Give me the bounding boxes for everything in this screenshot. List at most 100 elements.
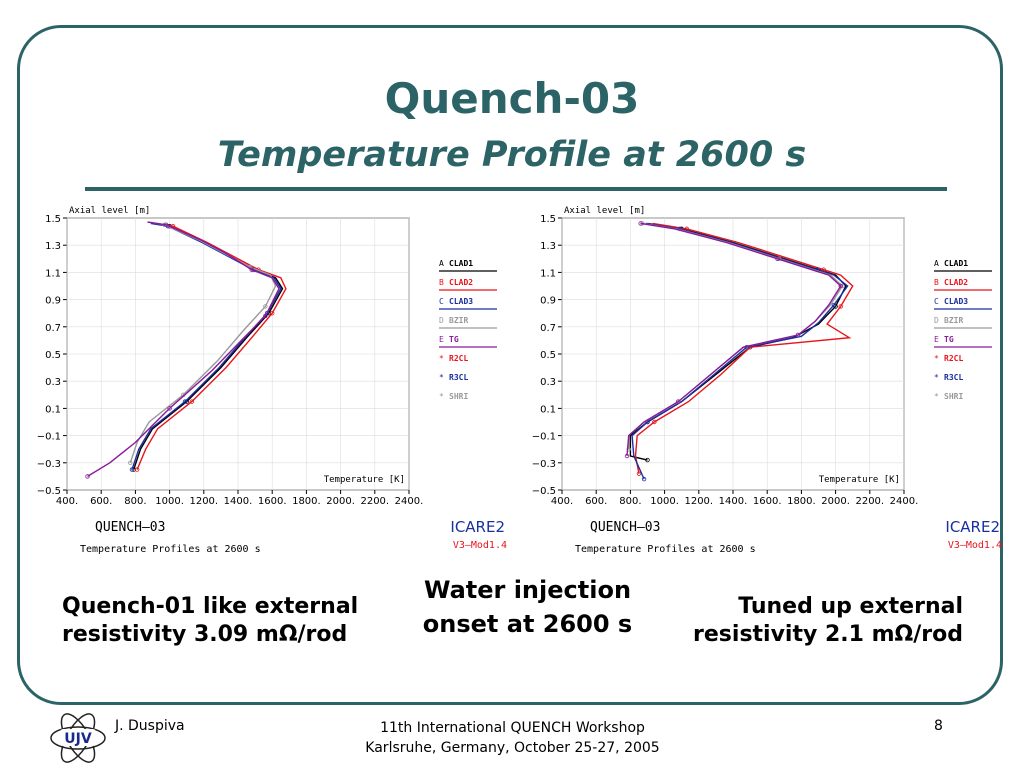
legend-marker: C	[439, 297, 444, 306]
y-tick-label: 0.1	[45, 404, 61, 415]
data-point-tg	[775, 256, 780, 261]
y-tick-label: 0.5	[45, 350, 61, 361]
legend-marker: A	[439, 259, 444, 268]
legend-label-clad2: CLAD2	[944, 278, 968, 287]
x-tick-label: 1400.	[719, 496, 748, 507]
legend-marker: D	[439, 316, 444, 325]
left-caption-line2: resistivity 3.09 mΩ/rod	[62, 622, 348, 647]
y-tick-label: 1.1	[45, 268, 61, 279]
legend-marker: E	[439, 335, 444, 344]
version-label: V3—Mod1.4	[948, 540, 1002, 551]
legend-marker: *	[934, 373, 939, 382]
x-tick-label: 600.	[90, 496, 112, 507]
footer-page-number: 8	[934, 718, 943, 734]
y-tick-label: 0.1	[540, 404, 556, 415]
legend-label-r2cl: R2CL	[944, 354, 963, 363]
y-tick-label: 0.9	[540, 296, 556, 307]
legend-label-r3cl: R3CL	[449, 373, 468, 382]
data-point-clad2	[652, 419, 657, 425]
chart-caption: QUENCH—03	[590, 520, 660, 535]
legend-label-r3cl: R3CL	[944, 373, 963, 382]
data-point-clad2	[189, 399, 195, 404]
y-tick-label: 0.9	[45, 296, 61, 307]
x-tick-label: 1400.	[224, 496, 253, 507]
data-point-clad2	[269, 310, 275, 316]
slide-frame	[17, 25, 1003, 705]
legend-label-shri: SHRI	[944, 392, 963, 401]
center-caption-line2: onset at 2600 s	[422, 610, 633, 638]
chart-caption: QUENCH—03	[95, 520, 165, 535]
legend-marker: *	[439, 392, 444, 401]
series-line-clad2	[634, 222, 854, 474]
y-tick-label: 0.7	[45, 323, 61, 334]
footer-event: 11th International QUENCH Workshop Karls…	[330, 718, 695, 758]
x-tick-label: 1000.	[650, 496, 679, 507]
y-axis-label: Axial level [m]	[69, 206, 150, 216]
data-point-bzir	[263, 304, 268, 309]
data-point-clad2	[636, 471, 642, 476]
legend-label-clad3: CLAD3	[944, 297, 968, 306]
y-tick-label: −0.1	[37, 432, 61, 443]
data-point-tg	[85, 474, 90, 479]
x-tick-label: 800.	[619, 496, 641, 507]
x-tick-label: 1800.	[787, 496, 816, 507]
data-point-tg	[638, 221, 643, 226]
legend-label-tg: TG	[449, 335, 459, 344]
legend-marker: C	[934, 297, 939, 306]
brand-label: ICARE2	[450, 518, 505, 536]
x-tick-label: 400.	[551, 496, 573, 507]
data-point-tg	[249, 267, 254, 272]
y-tick-label: 1.3	[540, 241, 556, 252]
x-tick-label: 1000.	[155, 496, 184, 507]
data-point-clad2	[838, 304, 843, 309]
y-tick-label: 1.1	[540, 268, 556, 279]
right-caption-line1: Tuned up external	[738, 594, 963, 619]
legend-label-shri: SHRI	[449, 392, 468, 401]
data-point-clad2	[134, 467, 140, 472]
legend-marker: *	[934, 354, 939, 363]
x-tick-label: 1800.	[292, 496, 321, 507]
y-tick-label: 1.5	[540, 214, 556, 225]
x-tick-label: 1200.	[189, 496, 218, 507]
footer-event-line2: Karlsruhe, Germany, October 25-27, 2005	[365, 740, 660, 756]
legend-marker: *	[439, 373, 444, 382]
y-tick-label: −0.1	[532, 432, 556, 443]
data-point-clad3	[182, 399, 188, 404]
chart-caption-sub: Temperature Profiles at 2600 s	[575, 544, 756, 555]
y-tick-label: 0.5	[540, 350, 556, 361]
legend-label-clad3: CLAD3	[449, 297, 473, 306]
y-tick-label: 1.5	[45, 214, 61, 225]
left-caption-line1: Quench-01 like external	[62, 594, 359, 619]
legend-label-bzir: BZIR	[944, 316, 963, 325]
y-axis-label: Axial level [m]	[564, 206, 645, 216]
series-line-clad3	[131, 222, 282, 470]
legend-label-clad1: CLAD1	[944, 259, 968, 268]
series-line-tg	[626, 222, 842, 457]
y-tick-label: 0.7	[540, 323, 556, 334]
legend-marker: A	[934, 259, 939, 268]
legend-label-r2cl: R2CL	[449, 354, 468, 363]
slide-title: Quench-03	[384, 74, 640, 123]
center-caption-line1: Water injection	[423, 576, 632, 604]
legend-marker: *	[934, 392, 939, 401]
x-axis-label: Temperature [K]	[819, 475, 900, 485]
data-point-tg	[163, 222, 169, 227]
x-tick-label: 400.	[56, 496, 78, 507]
data-point-tg	[795, 332, 801, 338]
x-tick-label: 800.	[124, 496, 146, 507]
data-point-bzir	[128, 460, 133, 465]
y-tick-label: −0.5	[532, 486, 556, 497]
legend-label-tg: TG	[944, 335, 954, 344]
legend-marker: D	[934, 316, 939, 325]
data-point-clad1	[645, 457, 650, 463]
x-tick-label: 1200.	[684, 496, 713, 507]
y-tick-label: −0.3	[37, 459, 61, 470]
y-tick-label: −0.3	[532, 459, 556, 470]
x-tick-label: 1600.	[258, 496, 287, 507]
center-caption: Water injection onset at 2600 s	[405, 573, 650, 641]
legend-marker: B	[934, 278, 939, 287]
data-point-tg	[167, 406, 172, 411]
y-tick-label: 0.3	[540, 377, 556, 388]
series-line-bzir	[129, 221, 277, 464]
version-label: V3—Mod1.4	[453, 540, 507, 551]
